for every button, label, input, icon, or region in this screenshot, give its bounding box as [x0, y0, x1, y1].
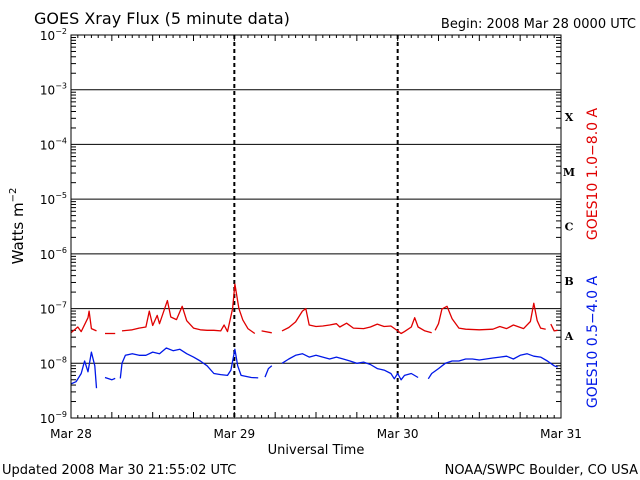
begin-label: Begin: 2008 Mar 28 0000 UTC [441, 17, 636, 32]
series-line-long [281, 307, 432, 335]
y-tick-label: 10−8 [40, 355, 67, 371]
flare-class-label: C [565, 221, 574, 234]
grid [71, 35, 561, 418]
flare-class-label: A [564, 330, 574, 343]
y-tick-label: 10−5 [40, 191, 67, 207]
y-axis-label-group: Watts m−2 [8, 188, 27, 265]
y-tick-label: 10−2 [40, 27, 67, 43]
updated-timestamp: Updated 2008 Mar 30 21:55:02 UTC [2, 463, 236, 478]
x-tick-labels: Mar 28 Mar 29 Mar 30 Mar 31 [50, 427, 582, 441]
flare-class-label: M [563, 166, 575, 179]
x-tick-label: Mar 30 [377, 427, 419, 441]
legend-series-long: GOES10 1.0−8.0 A [585, 108, 601, 241]
series-line-long [121, 283, 256, 335]
y-tick-labels: 10−2 10−3 10−4 10−5 10−6 10−7 10−8 10−9 [40, 27, 67, 426]
series-line-short [427, 353, 558, 380]
y-axis-label-exponent: −2 [8, 188, 19, 203]
x-tick-label: Mar 29 [213, 427, 255, 441]
series-line-short [119, 347, 259, 379]
x-tick-label: Mar 28 [50, 427, 92, 441]
series-line-long [70, 310, 97, 334]
y-tick-label: 10−4 [40, 136, 67, 152]
legend-series-short: GOES10 0.5−4.0 A [585, 276, 601, 409]
chart-title: GOES Xray Flux (5 minute data) [34, 9, 290, 28]
y-tick-label: 10−9 [40, 410, 67, 426]
svg-text:Watts m−2: Watts m−2 [8, 188, 27, 265]
series-line-long [261, 330, 272, 334]
source-credit: NOAA/SWPC Boulder, CO USA [445, 463, 638, 478]
x-tick-label: Mar 31 [540, 427, 582, 441]
series-line-short [264, 365, 273, 378]
flare-class-labels: X M C B A [563, 111, 575, 343]
y-axis-label: Watts m [9, 202, 27, 264]
flare-class-label: B [564, 275, 573, 288]
y-tick-label: 10−3 [40, 82, 67, 98]
series-line-long [434, 302, 546, 331]
series-line-short [104, 376, 116, 381]
x-axis-label: Universal Time [268, 443, 365, 458]
series-line-long [550, 323, 558, 332]
y-tick-label: 10−7 [40, 301, 67, 317]
series-layer [70, 283, 558, 389]
flare-class-label: X [565, 111, 574, 124]
plot-frame [70, 34, 562, 419]
series-line-short [281, 353, 419, 381]
y-tick-label: 10−6 [40, 246, 67, 262]
series-line-short [70, 351, 98, 389]
